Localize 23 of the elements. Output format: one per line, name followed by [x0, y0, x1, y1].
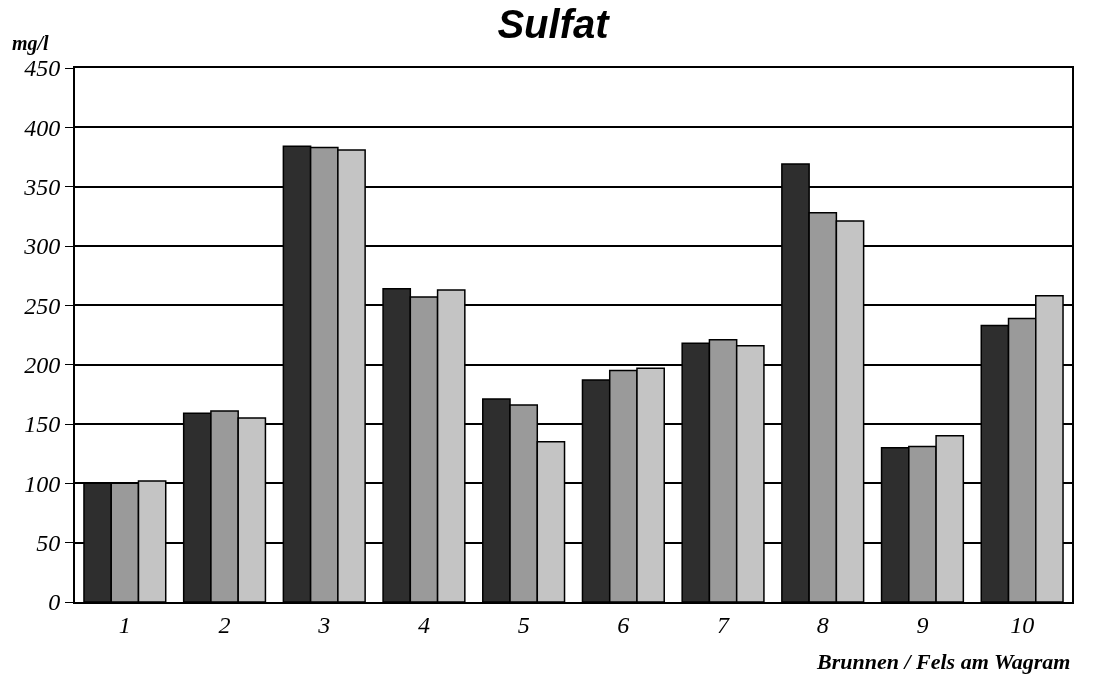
y-tick-label: 250: [24, 292, 61, 319]
x-tick-label: 8: [816, 611, 829, 638]
y-tick-label: 100: [24, 470, 61, 497]
x-axis-title: Brunnen / Fels am Wagram: [816, 649, 1071, 674]
y-axis-title: mg/l: [12, 32, 50, 55]
y-tick-label: 50: [36, 530, 61, 557]
x-tick-label: 3: [317, 611, 331, 638]
x-tick-label: 6: [617, 611, 630, 638]
y-tick-label: 400: [24, 114, 61, 141]
y-tick-label: 450: [24, 55, 61, 82]
y-tick-label: 200: [24, 352, 61, 379]
y-tick-label: 150: [24, 411, 61, 438]
x-tick-label: 7: [717, 611, 731, 638]
x-tick-label: 9: [916, 611, 929, 638]
chart-title: Sulfat: [497, 2, 611, 47]
x-tick-label: 4: [417, 611, 430, 638]
y-tick-label: 0: [48, 589, 61, 616]
x-tick-label: 1: [118, 611, 131, 638]
x-tick-label: 2: [218, 611, 231, 638]
x-tick-label: 10: [1010, 611, 1035, 638]
y-tick-label: 350: [23, 174, 61, 201]
y-tick-label: 300: [23, 233, 61, 260]
x-tick-label: 5: [517, 611, 530, 638]
